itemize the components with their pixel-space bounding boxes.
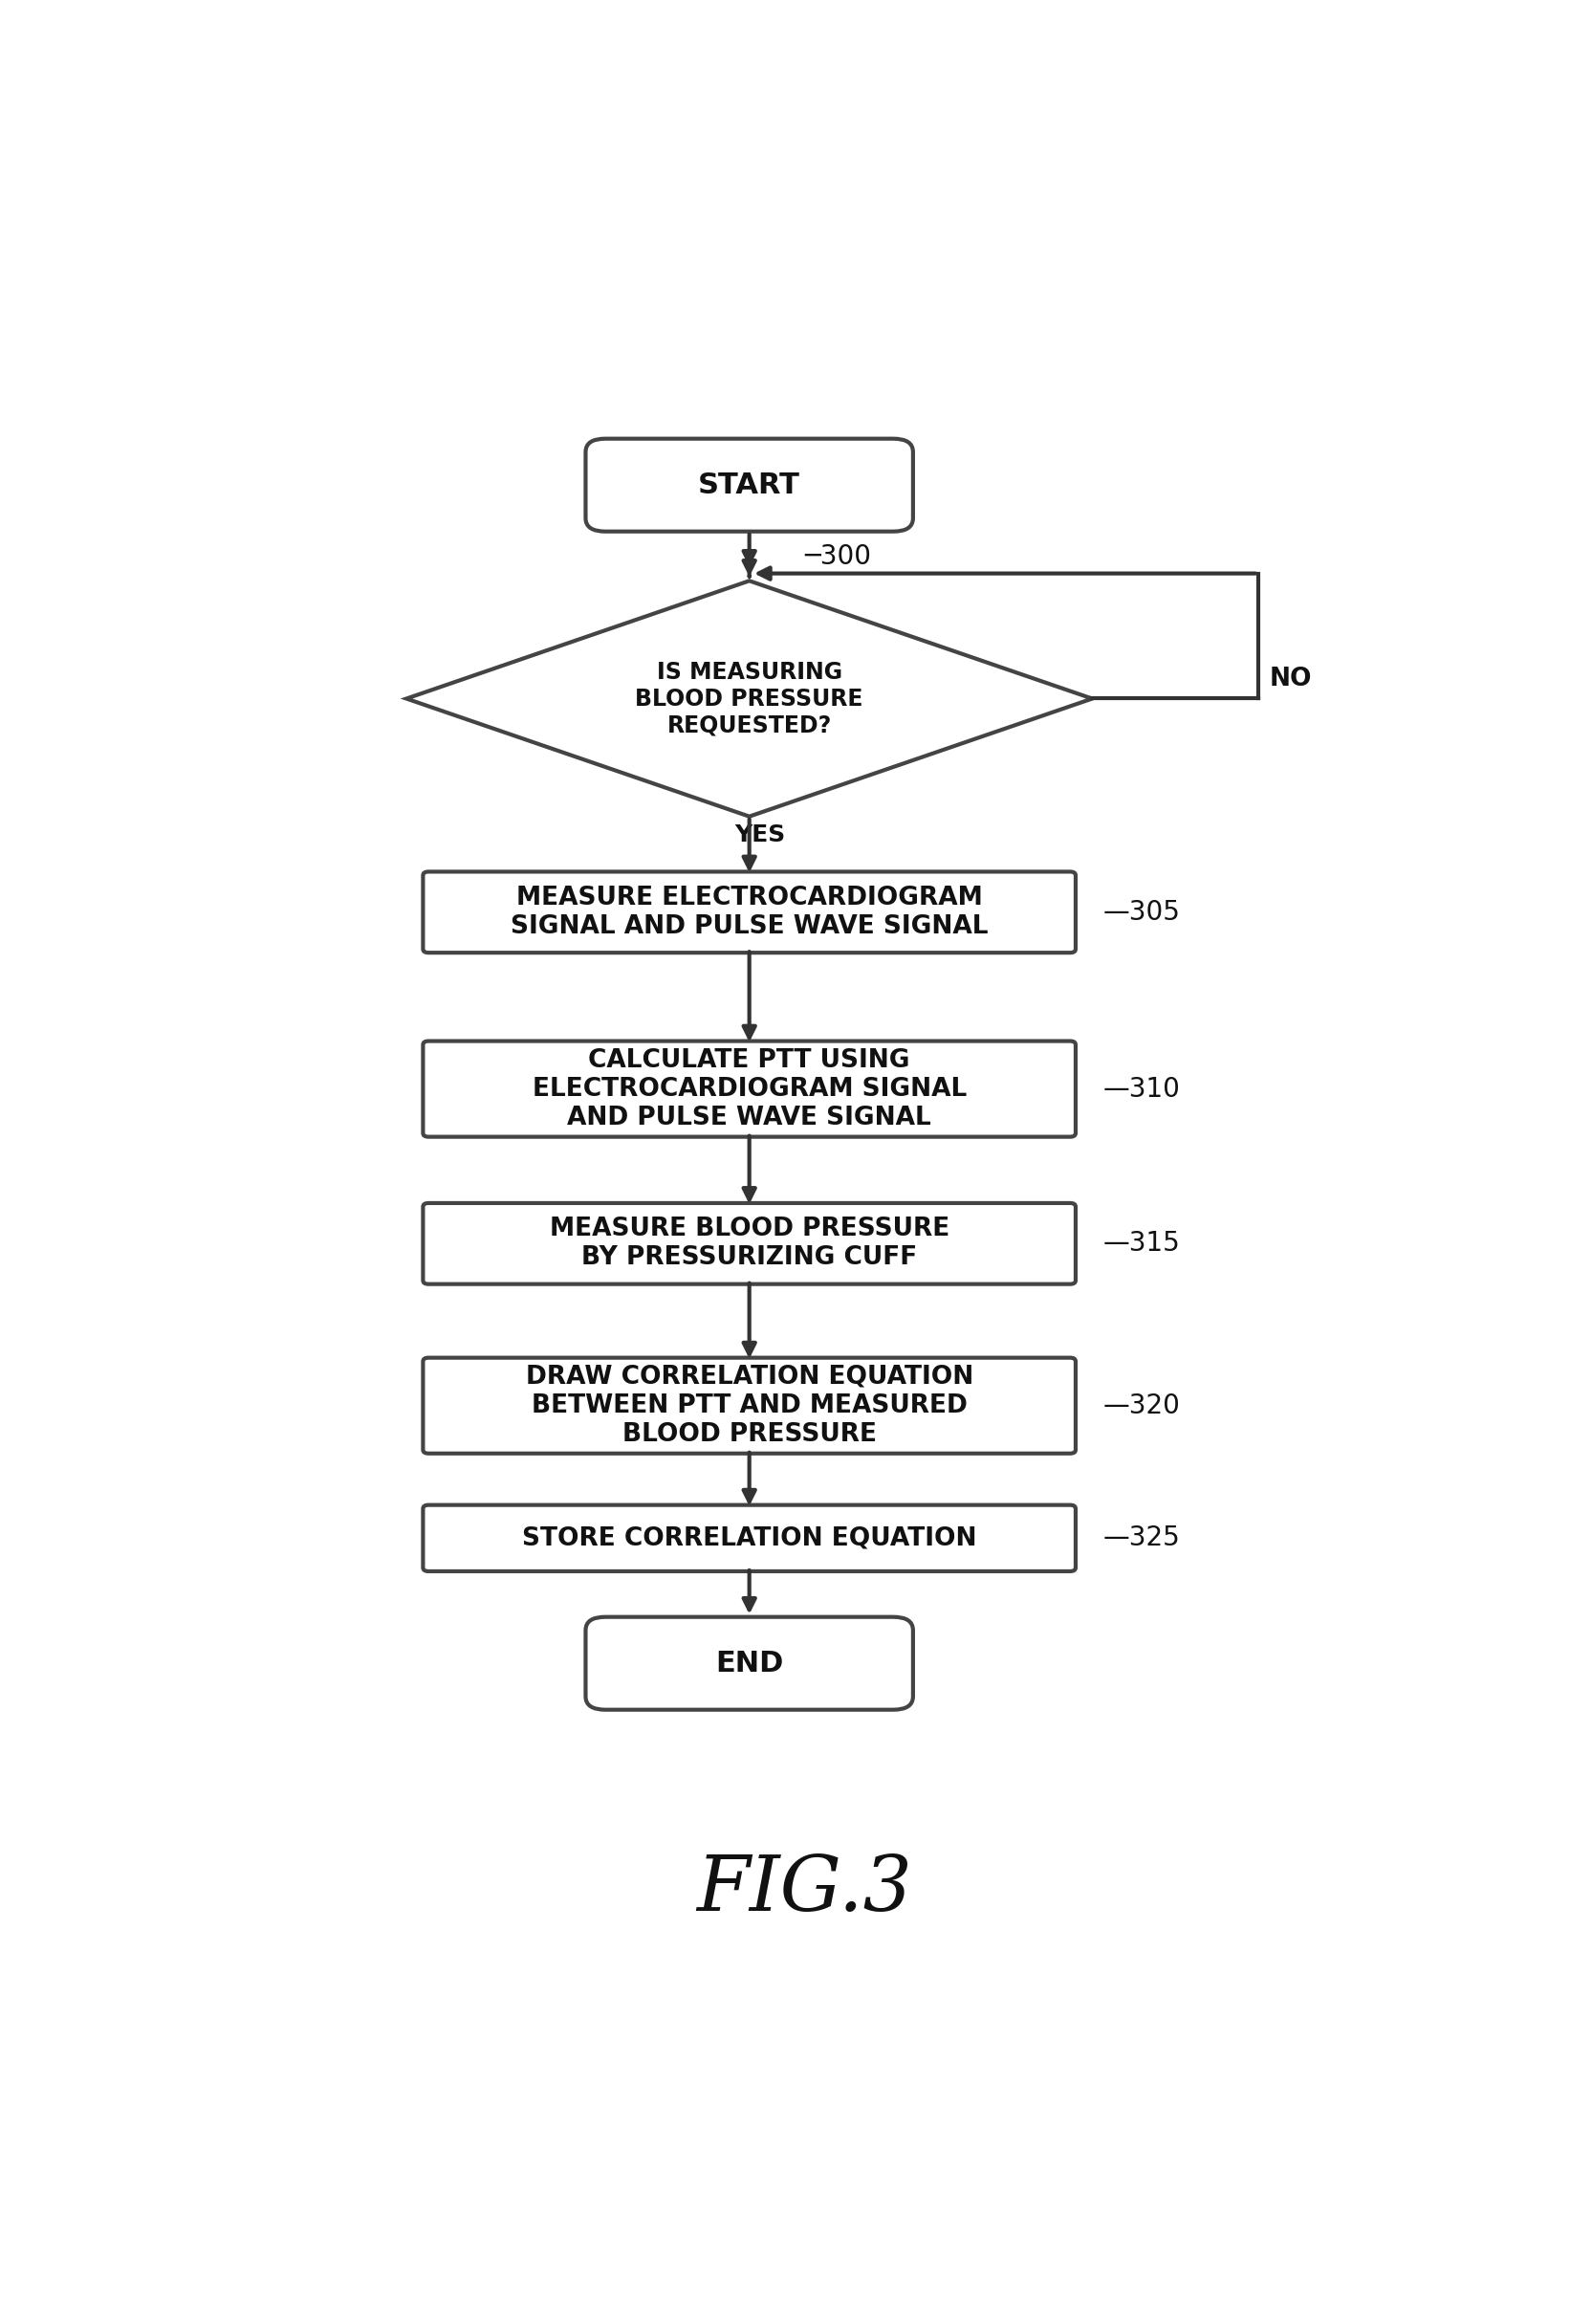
Text: ─300: ─300 xyxy=(805,544,871,569)
FancyBboxPatch shape xyxy=(422,872,1075,953)
Text: CALCULATE PTT USING
ELECTROCARDIOGRAM SIGNAL
AND PULSE WAVE SIGNAL: CALCULATE PTT USING ELECTROCARDIOGRAM SI… xyxy=(532,1048,967,1129)
Text: FIG.3: FIG.3 xyxy=(697,1852,912,1927)
Text: END: END xyxy=(716,1650,783,1678)
FancyBboxPatch shape xyxy=(422,1204,1075,1285)
Text: —325: —325 xyxy=(1104,1525,1181,1552)
Text: —320: —320 xyxy=(1104,1392,1181,1420)
FancyBboxPatch shape xyxy=(422,1041,1075,1136)
Polygon shape xyxy=(407,581,1093,816)
Text: —305: —305 xyxy=(1104,899,1181,925)
Text: MEASURE ELECTROCARDIOGRAM
SIGNAL AND PULSE WAVE SIGNAL: MEASURE ELECTROCARDIOGRAM SIGNAL AND PUL… xyxy=(510,885,988,939)
FancyBboxPatch shape xyxy=(586,439,914,532)
Text: NO: NO xyxy=(1269,667,1313,690)
FancyBboxPatch shape xyxy=(422,1506,1075,1571)
Text: STORE CORRELATION EQUATION: STORE CORRELATION EQUATION xyxy=(521,1527,977,1550)
Text: DRAW CORRELATION EQUATION
BETWEEN PTT AND MEASURED
BLOOD PRESSURE: DRAW CORRELATION EQUATION BETWEEN PTT AN… xyxy=(526,1364,973,1448)
Text: MEASURE BLOOD PRESSURE
BY PRESSURIZING CUFF: MEASURE BLOOD PRESSURE BY PRESSURIZING C… xyxy=(550,1218,950,1271)
FancyBboxPatch shape xyxy=(422,1357,1075,1452)
Text: —315: —315 xyxy=(1104,1229,1181,1257)
FancyBboxPatch shape xyxy=(586,1618,914,1710)
Text: —310: —310 xyxy=(1104,1076,1181,1102)
Text: START: START xyxy=(699,472,801,500)
Text: YES: YES xyxy=(735,823,787,846)
Text: IS MEASURING
BLOOD PRESSURE
REQUESTED?: IS MEASURING BLOOD PRESSURE REQUESTED? xyxy=(636,660,864,737)
